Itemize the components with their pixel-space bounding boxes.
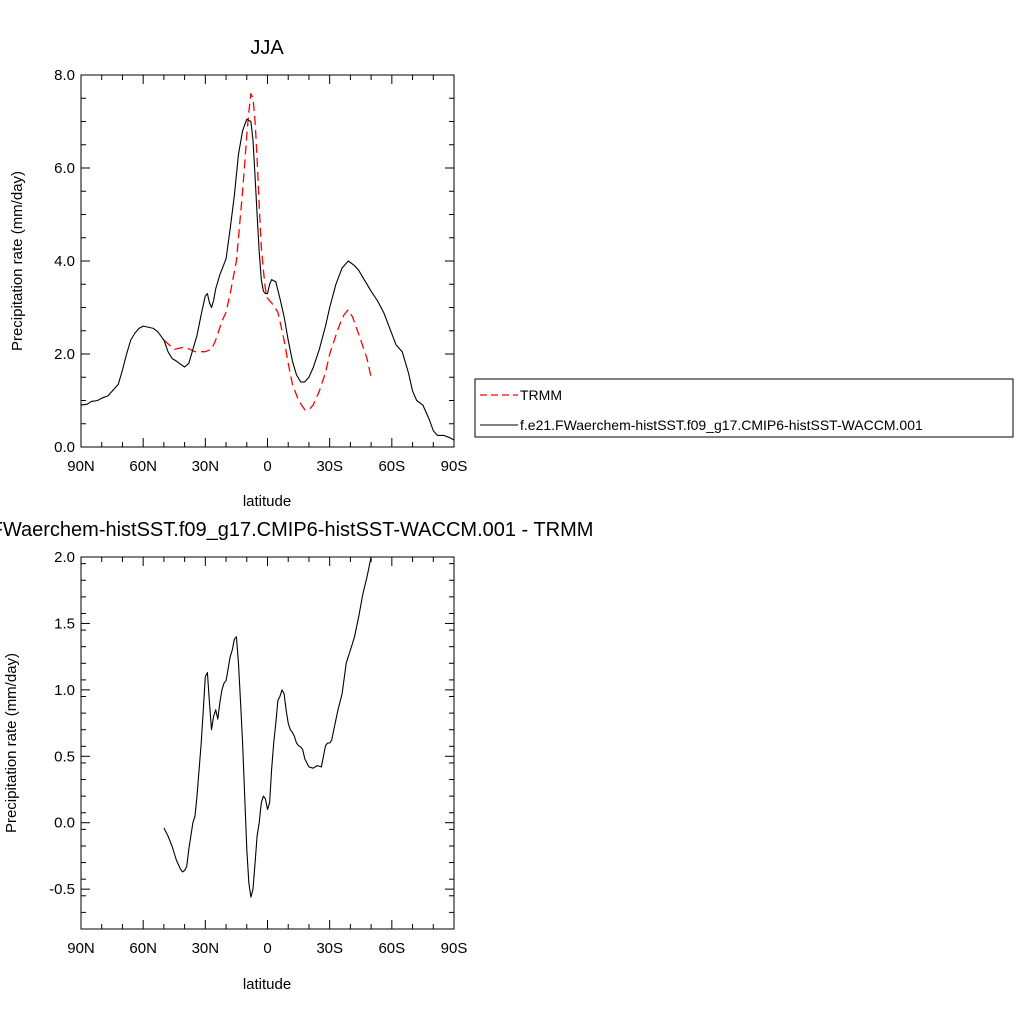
top-chart-title: JJA xyxy=(250,37,284,59)
top-x-axis-label: latitude xyxy=(243,493,291,510)
top-y-tick-label: 6.0 xyxy=(54,160,75,177)
bottom-x-tick-label: 30S xyxy=(316,940,343,957)
legend-box xyxy=(474,378,1014,438)
top-plot-frame xyxy=(80,74,455,448)
legend-label-trmm: TRMM xyxy=(520,387,562,403)
bottom-y-tick-label: 1.0 xyxy=(54,682,75,699)
bottom-y-tick-label: -0.5 xyxy=(49,881,75,898)
top-y-tick-label: 0.0 xyxy=(54,439,75,456)
bottom-x-tick-label: 60N xyxy=(129,940,157,957)
bottom-chart-title: f.e21.FWaerchem-histSST.f09_g17.CMIP6-hi… xyxy=(0,519,593,541)
top-x-tick-label: 30S xyxy=(316,458,343,475)
bottom-x-tick-label: 0 xyxy=(263,940,271,957)
bottom-plot-frame xyxy=(80,556,455,930)
bottom-series-line-difference xyxy=(163,556,372,898)
top-x-tick-label: 90S xyxy=(441,458,468,475)
top-x-tick-label: 0 xyxy=(263,458,271,475)
bottom-x-tick-label: 90S xyxy=(441,940,468,957)
top-y-axis-label: Precipitation rate (mm/day) xyxy=(9,171,26,351)
bottom-y-axis-label: Precipitation rate (mm/day) xyxy=(3,653,20,833)
bottom-x-tick-label: 30N xyxy=(192,940,220,957)
bottom-y-tick-label: 0.0 xyxy=(54,815,75,832)
top-x-tick-label: 30N xyxy=(192,458,220,475)
bottom-x-axis-label: latitude xyxy=(243,976,291,993)
top-series-line-trmm xyxy=(163,92,372,411)
top-y-tick-label: 2.0 xyxy=(54,346,75,363)
top-x-tick-label: 60S xyxy=(378,458,405,475)
bottom-y-tick-label: 1.5 xyxy=(54,615,75,632)
bottom-x-tick-label: 60S xyxy=(378,940,405,957)
bottom-y-tick-label: 0.5 xyxy=(54,748,75,765)
bottom-y-tick-label: 2.0 xyxy=(54,549,75,566)
bottom-chart-panel: f.e21.FWaerchem-histSST.f09_g17.CMIP6-hi… xyxy=(0,519,593,993)
top-series-line-model xyxy=(80,118,455,441)
legend-label-model: f.e21.FWaerchem-histSST.f09_g17.CMIP6-hi… xyxy=(520,417,923,433)
top-y-tick-label: 8.0 xyxy=(54,67,75,84)
top-x-tick-label: 90N xyxy=(67,458,95,475)
top-x-tick-label: 60N xyxy=(129,458,157,475)
bottom-x-tick-label: 90N xyxy=(67,940,95,957)
top-chart-panel: JJA 90N 60N 30N 0 30S 60S 90S 0.0 2.0 4.0 6.0 8.0 l… xyxy=(9,37,467,510)
top-y-tick-label: 4.0 xyxy=(54,253,75,270)
legend: TRMM f.e21.FWaerchem-histSST.f09_g17.CMI… xyxy=(474,378,1014,438)
